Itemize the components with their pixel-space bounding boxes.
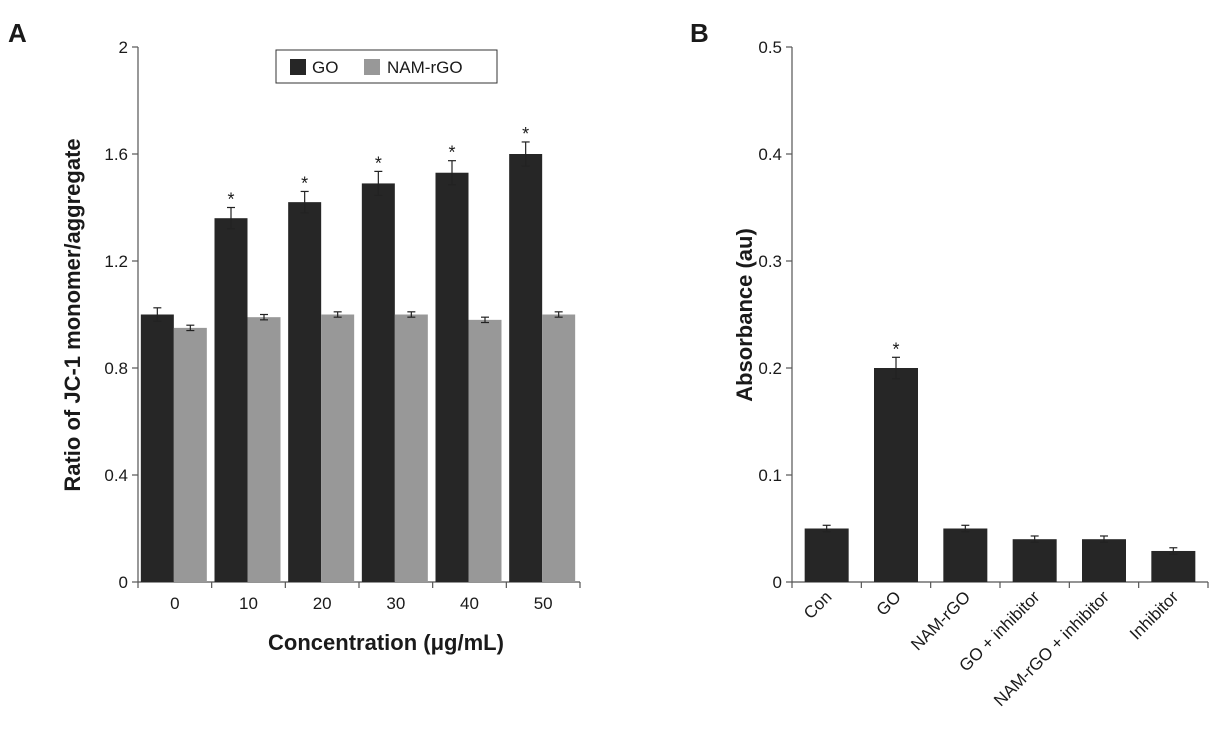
chart-a-y-axis-title: Ratio of JC-1 monomer/aggregate [60, 138, 85, 491]
chart-a-y-tick-label: 1.2 [104, 252, 128, 271]
chart-b-y-tick-label: 0.3 [758, 252, 782, 271]
chart-b-bar [1082, 539, 1126, 582]
chart-a-significance-marker: * [375, 153, 382, 173]
chart-b-y-axis-title: Absorbance (au) [732, 228, 757, 402]
legend-swatch-go [290, 59, 306, 75]
chart-a-x-tick-label: 30 [386, 594, 405, 613]
legend-swatch-nam-rgo [364, 59, 380, 75]
chart-a-significance-marker: * [227, 190, 234, 210]
chart-a-x-tick-label: 20 [313, 594, 332, 613]
chart-a-y-tick-label: 2 [119, 38, 128, 57]
panel-a-letter: A [8, 18, 27, 48]
chart-b-x-tick-label: NAM-rGO [907, 587, 974, 654]
chart-a-bar-go [214, 218, 248, 582]
chart-b-bar [1012, 539, 1057, 582]
chart-b-x-tick-label: NAM-rGO + inhibitor [990, 587, 1113, 710]
chart-a-x-tick-label: 0 [170, 594, 179, 613]
chart-b-y-tick-label: 0.4 [758, 145, 782, 164]
chart-b-y-tick-label: 0 [773, 573, 782, 592]
chart-b-y-tick-label: 0.5 [758, 38, 782, 57]
chart-a-bar-nam-rgo [173, 327, 207, 582]
chart-a: Concentration (μg/mL) Ratio of JC-1 mono… [60, 38, 581, 655]
chart-a-bar-go [509, 154, 543, 582]
legend-label-nam-rgo: NAM-rGO [387, 58, 463, 77]
chart-a-bar-nam-rgo [321, 314, 355, 582]
legend-box [275, 49, 498, 84]
chart-a-y-tick-label: 0.4 [104, 466, 128, 485]
chart-b-bar [943, 528, 988, 582]
chart-b-bar [874, 368, 918, 582]
chart-b-significance-marker: * [892, 339, 899, 359]
chart-a-y-tick-label: 0.8 [104, 359, 128, 378]
chart-b-x-tick-label: Con [800, 587, 835, 622]
legend-label-go: GO [312, 58, 338, 77]
chart-a-x-axis-title: Concentration (μg/mL) [268, 630, 504, 655]
chart-a-x-tick-label: 50 [534, 594, 553, 613]
chart-b-bar [1151, 550, 1196, 582]
chart-a-legend: GO NAM-rGO [275, 49, 498, 84]
chart-a-significance-marker: * [522, 124, 529, 144]
panel-b-letter: B [690, 18, 709, 48]
chart-a-bar-go [288, 202, 322, 582]
chart-a-bar-nam-rgo [394, 314, 428, 582]
chart-b-x-tick-label: GO [873, 587, 905, 619]
chart-b-x-tick-label: Inhibitor [1126, 587, 1182, 643]
chart-b-y-tick-label: 0.2 [758, 359, 782, 378]
chart-a-bar-go [435, 172, 469, 582]
chart-a-y-tick-label: 1.6 [104, 145, 128, 164]
chart-a-x-tick-label: 10 [239, 594, 258, 613]
chart-a-significance-marker: * [301, 173, 308, 193]
chart-a-bar-nam-rgo [468, 319, 502, 582]
chart-a-bar-go [361, 183, 395, 583]
chart-a-significance-marker: * [448, 143, 455, 163]
chart-a-x-tick-label: 40 [460, 594, 479, 613]
chart-a-bar-nam-rgo [542, 314, 576, 582]
chart-a-y-tick-label: 0 [119, 573, 128, 592]
chart-b-y-tick-label: 0.1 [758, 466, 782, 485]
chart-a-bar-go [140, 314, 174, 582]
chart-b-bar [804, 528, 849, 582]
chart-a-bar-nam-rgo [247, 317, 281, 582]
